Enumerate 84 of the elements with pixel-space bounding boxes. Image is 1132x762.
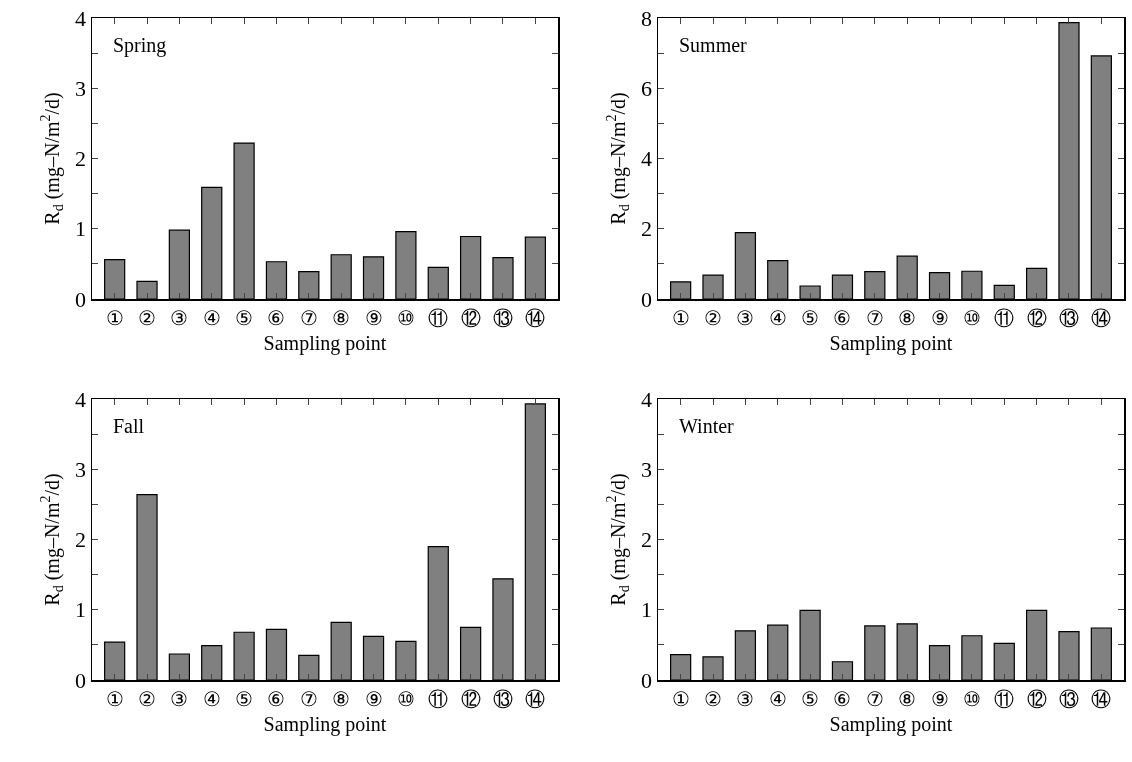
y-tick-label: 4 xyxy=(75,386,87,412)
y-tick-label: 1 xyxy=(75,216,87,242)
x-tick-label: ⑩ xyxy=(962,687,981,710)
x-axis-title: Sampling point xyxy=(829,712,953,736)
x-tick-label: ④ xyxy=(202,306,221,329)
y-tick-label: 4 xyxy=(641,146,653,172)
x-tick-label: ⑬ xyxy=(492,687,513,710)
x-tick-label: ③ xyxy=(736,687,755,710)
x-tick-label: ⑩ xyxy=(962,306,981,329)
y-tick-label: 2 xyxy=(641,527,653,553)
y-tick-label: 1 xyxy=(75,597,87,623)
x-tick-label: ⑭ xyxy=(1091,306,1112,329)
y-tick-label: 2 xyxy=(75,527,87,553)
x-tick-label: ⑫ xyxy=(460,306,481,329)
x-tick-label: ⑦ xyxy=(299,306,318,329)
x-tick-label: ⑦ xyxy=(865,687,884,710)
x-tick-label: ⑨ xyxy=(930,306,949,329)
annotation: Winter xyxy=(679,415,735,437)
y-tick-label: 4 xyxy=(75,5,87,31)
annotation: Summer xyxy=(679,34,748,56)
x-tick-label: ⑧ xyxy=(332,306,351,329)
x-tick-label: ① xyxy=(671,687,690,710)
y-tick-label: 2 xyxy=(75,146,87,172)
x-tick-label: ⑨ xyxy=(930,687,949,710)
x-tick-label: ② xyxy=(138,306,157,329)
x-tick-label: ⑤ xyxy=(235,306,254,329)
x-tick-label: ④ xyxy=(768,306,787,329)
x-tick-label: ⑩ xyxy=(396,306,415,329)
x-tick-label: ① xyxy=(671,306,690,329)
y-tick-label: 1 xyxy=(641,597,653,623)
x-tick-label: ④ xyxy=(202,687,221,710)
x-tick-label: ⑭ xyxy=(525,687,546,710)
y-tick-label: 2 xyxy=(641,216,653,242)
x-tick-label: ③ xyxy=(736,306,755,329)
x-tick-label: ⑪ xyxy=(994,306,1015,329)
x-tick-label: ⑭ xyxy=(525,306,546,329)
x-tick-label: ⑪ xyxy=(428,687,449,710)
x-tick-label: ⑬ xyxy=(1058,687,1079,710)
x-tick-label: ⑥ xyxy=(833,687,852,710)
y-tick-label: 6 xyxy=(641,75,653,101)
x-tick-label: ③ xyxy=(170,687,189,710)
x-tick-label: ⑫ xyxy=(1026,306,1047,329)
x-tick-label: ④ xyxy=(768,687,787,710)
x-tick-label: ① xyxy=(105,687,124,710)
x-tick-label: ⑫ xyxy=(460,687,481,710)
annotation: Spring xyxy=(113,34,167,57)
x-tick-label: ⑫ xyxy=(1026,687,1047,710)
y-tick-label: 0 xyxy=(641,667,653,693)
x-axis-title: Sampling point xyxy=(263,712,387,736)
x-tick-label: ⑥ xyxy=(267,306,286,329)
x-tick-label: ⑬ xyxy=(1058,306,1079,329)
x-tick-label: ⑥ xyxy=(267,687,286,710)
x-tick-label: ⑦ xyxy=(299,687,318,710)
x-tick-label: ⑦ xyxy=(865,306,884,329)
x-tick-label: ⑩ xyxy=(396,687,415,710)
x-axis-title: Sampling point xyxy=(829,331,953,355)
y-tick-label: 4 xyxy=(641,386,653,412)
x-tick-label: ③ xyxy=(170,306,189,329)
x-tick-label: ⑭ xyxy=(1091,687,1112,710)
x-tick-label: ⑤ xyxy=(235,687,254,710)
x-tick-label: ⑤ xyxy=(801,687,820,710)
y-tick-label: 8 xyxy=(641,5,653,31)
x-tick-label: ⑤ xyxy=(801,306,820,329)
x-tick-label: ⑬ xyxy=(492,306,513,329)
x-tick-label: ⑪ xyxy=(994,687,1015,710)
y-tick-label: 0 xyxy=(641,286,653,312)
x-tick-label: ② xyxy=(704,306,723,329)
x-tick-label: ② xyxy=(138,687,157,710)
x-tick-label: ⑨ xyxy=(364,306,383,329)
y-tick-label: 0 xyxy=(75,667,87,693)
y-tick-label: 0 xyxy=(75,286,87,312)
x-tick-label: ⑥ xyxy=(833,306,852,329)
x-tick-label: ② xyxy=(704,687,723,710)
x-tick-label: ⑪ xyxy=(428,306,449,329)
x-tick-label: ⑧ xyxy=(898,306,917,329)
x-tick-label: ⑧ xyxy=(898,687,917,710)
y-tick-label: 3 xyxy=(75,75,87,101)
x-tick-label: ⑨ xyxy=(364,687,383,710)
x-axis-title: Sampling point xyxy=(263,331,387,355)
annotation: Fall xyxy=(113,415,145,437)
x-tick-label: ⑧ xyxy=(332,687,351,710)
y-tick-label: 3 xyxy=(75,456,87,482)
x-tick-label: ① xyxy=(105,306,124,329)
y-tick-label: 3 xyxy=(641,456,653,482)
